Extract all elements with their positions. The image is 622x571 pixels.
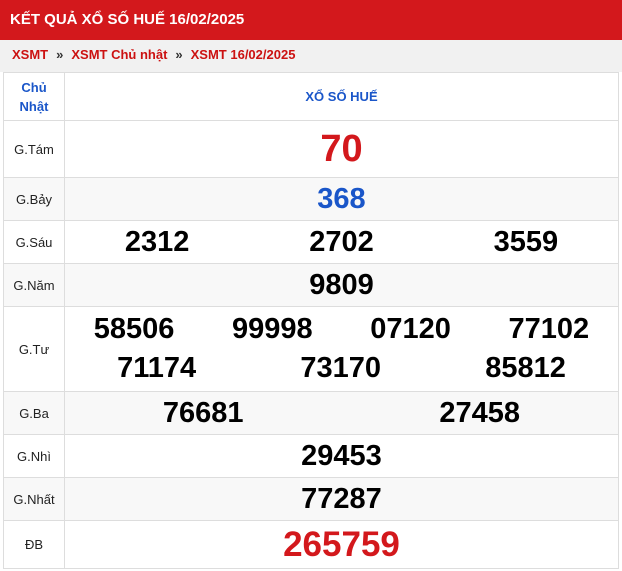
prize-label: G.Nhất [3, 477, 65, 521]
prize-label: G.Nhì [3, 434, 65, 478]
breadcrumb-xsmt-chu-nhat[interactable]: XSMT Chủ nhật [71, 47, 168, 62]
breadcrumb-xsmt[interactable]: XSMT [12, 47, 49, 62]
prize-number: 73170 [300, 352, 381, 384]
prize-number: 77102 [508, 313, 590, 345]
header-row: Chủ Nhật XỔ SỐ HUẾ [3, 72, 619, 121]
special-prize-number: 265759 [283, 524, 400, 564]
prize-number: 71174 [117, 352, 197, 384]
prize-label: G.Bảy [3, 177, 65, 221]
prize-label: G.Tư [3, 306, 65, 392]
prize-row-5: G.Năm 9809 [3, 263, 619, 307]
prize-row-3: G.Ba 76681 27458 [3, 391, 619, 435]
prize-row-4: G.Tư 58506 99998 07120 77102 71174 73170 8581… [3, 306, 619, 392]
prize-row-7: G.Bảy 368 [3, 177, 619, 221]
breadcrumb-separator: » [175, 47, 183, 62]
results-table: Chủ Nhật XỔ SỐ HUẾ G.Tám 70 G.Bảy 368 G.… [3, 72, 619, 569]
prize-number: 07120 [370, 313, 451, 345]
prize-number: 2312 [124, 225, 190, 258]
prize-number: 29453 [301, 439, 382, 472]
prize-number: 9809 [309, 268, 374, 301]
prize-label: ĐB [3, 520, 65, 569]
breadcrumb-separator: » [56, 47, 64, 62]
prize-number: 99998 [232, 313, 313, 345]
prize-number: 85812 [485, 352, 566, 384]
prize-number: 27458 [439, 396, 521, 429]
page-title: KẾT QUẢ XỔ SỐ HUẾ 16/02/2025 [0, 0, 622, 40]
day-header: Chủ Nhật [3, 72, 65, 121]
prize-row-2: G.Nhì 29453 [3, 434, 619, 478]
prize-number: 368 [317, 182, 366, 215]
prize-label: G.Năm [3, 263, 65, 307]
prize-number: 58506 [93, 313, 175, 345]
prize-row-8: G.Tám 70 [3, 120, 619, 178]
prize-label: G.Ba [3, 391, 65, 435]
prize-row-6: G.Sáu 2312 2702 3559 [3, 220, 619, 264]
prize-number: 77287 [301, 482, 382, 515]
prize-number: 3559 [493, 225, 559, 258]
prize-row-special: ĐB 265759 [3, 520, 619, 569]
prize-number: 76681 [162, 396, 244, 429]
prize-number: 70 [320, 127, 363, 170]
breadcrumb: XSMT » XSMT Chủ nhật » XSMT 16/02/2025 [0, 40, 622, 72]
prize-row-1: G.Nhất 77287 [3, 477, 619, 521]
prize-number: 2702 [309, 225, 374, 258]
prize-label: G.Sáu [3, 220, 65, 264]
province-header: XỔ SỐ HUẾ [64, 72, 619, 121]
prize-label: G.Tám [3, 120, 65, 178]
breadcrumb-xsmt-date[interactable]: XSMT 16/02/2025 [190, 47, 296, 62]
